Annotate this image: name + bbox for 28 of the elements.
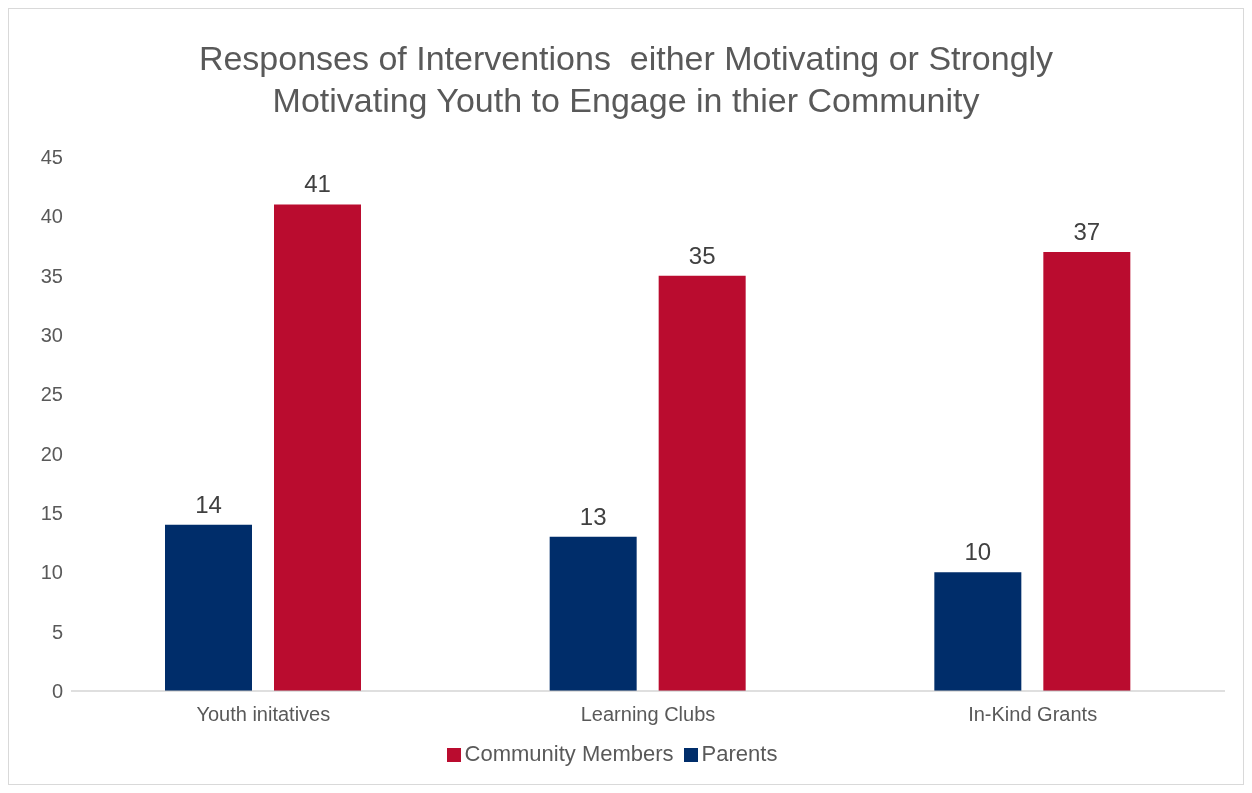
bar: [658, 275, 746, 691]
y-tick-label: 10: [40, 561, 63, 584]
y-tick-label: 35: [40, 264, 63, 287]
x-tick-label: Youth initatives: [196, 703, 331, 726]
y-tick-label: 40: [40, 205, 63, 228]
legend-label: Community Members: [464, 741, 674, 766]
x-tick-label: In-Kind Grants: [968, 703, 1098, 726]
y-tick-label: 15: [40, 502, 63, 525]
data-label: 13: [579, 502, 607, 530]
chart-title: Responses of Interventions either Motivating or Strongly Motivating Youth to Engage in thier Community: [197, 38, 1055, 121]
data-label: 10: [964, 538, 992, 566]
data-label: 37: [1073, 217, 1101, 245]
data-label: 41: [304, 170, 331, 198]
bar: [274, 204, 361, 691]
bar: [165, 524, 252, 691]
data-label: 14: [195, 490, 222, 518]
y-tick-label: 0: [51, 680, 63, 703]
bar: [549, 536, 637, 691]
y-tick-label: 20: [40, 442, 63, 465]
bar: [934, 572, 1022, 691]
y-tick-label: 5: [51, 620, 63, 643]
y-tick-label: 30: [40, 324, 63, 347]
legend-label: Parents: [701, 741, 778, 766]
y-tick-label: 45: [40, 146, 63, 169]
data-label: 35: [688, 241, 716, 269]
x-tick-label: Learning Clubs: [580, 703, 716, 726]
bar: [1043, 251, 1131, 691]
y-tick-label: 25: [40, 383, 63, 406]
